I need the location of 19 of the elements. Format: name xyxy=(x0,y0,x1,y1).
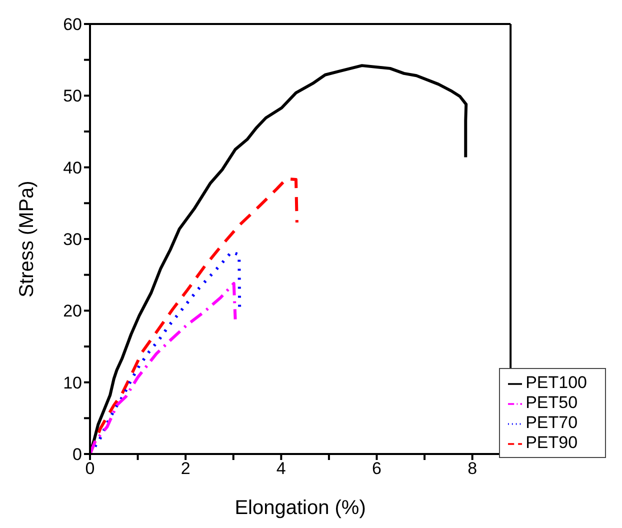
legend-label: PET100 xyxy=(526,373,587,392)
y-tick-label: 30 xyxy=(63,230,82,250)
x-tick-label: 0 xyxy=(85,459,95,478)
x-tick-label: 8 xyxy=(468,459,478,478)
x-tick-label: 4 xyxy=(276,459,286,478)
x-tick-label: 6 xyxy=(372,459,382,478)
x-tick-label: 2 xyxy=(180,459,190,478)
y-tick-label: 10 xyxy=(63,373,82,392)
y-axis-title: Stress (MPa) xyxy=(16,180,38,298)
legend-label: PET90 xyxy=(526,433,578,452)
x-axis-title: Elongation (%) xyxy=(234,497,366,519)
y-tick-label: 50 xyxy=(63,86,82,106)
y-tick-label: 20 xyxy=(63,302,82,321)
legend-label: PET50 xyxy=(526,393,578,412)
y-tick-label: 40 xyxy=(63,158,82,178)
y-tick-label: 0 xyxy=(72,445,82,464)
y-tick-label: 60 xyxy=(63,15,82,34)
legend-label: PET70 xyxy=(526,413,578,432)
line-series xyxy=(90,282,237,454)
